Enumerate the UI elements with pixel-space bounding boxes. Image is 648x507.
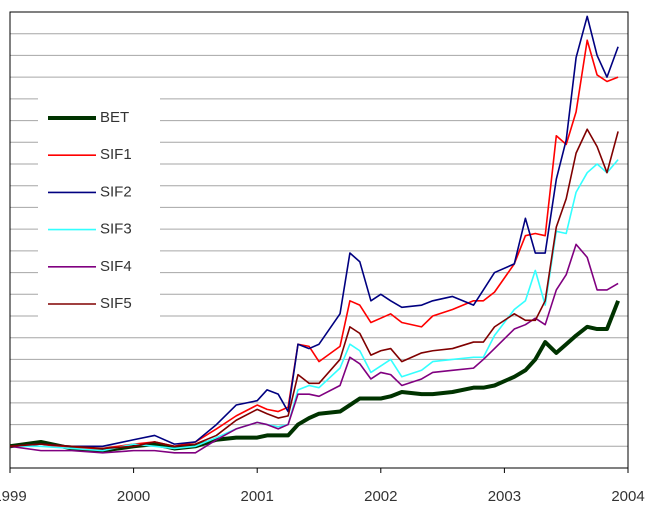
x-tick-label: 2002	[364, 488, 397, 505]
legend-label: SIF1	[100, 146, 132, 163]
x-tick-label: 2000	[117, 488, 150, 505]
legend-label: BET	[100, 109, 129, 126]
series-line	[9, 243, 619, 454]
series-line	[9, 15, 619, 448]
legend-label: SIF2	[100, 183, 132, 200]
x-tick-label: 2004	[611, 488, 644, 505]
legend-label: SIF5	[100, 295, 132, 312]
plot-frame	[9, 11, 629, 469]
x-tick-label: 1999	[0, 488, 27, 505]
legend-label: SIF3	[100, 221, 132, 238]
series-line	[9, 128, 619, 450]
legend-box	[38, 97, 160, 323]
legend-label: SIF4	[100, 258, 132, 275]
x-tick-label: 2001	[241, 488, 274, 505]
x-tick-label: 2003	[488, 488, 521, 505]
legend: BET SIF1 SIF2 SIF3 SIF4 SIF5	[38, 97, 160, 323]
